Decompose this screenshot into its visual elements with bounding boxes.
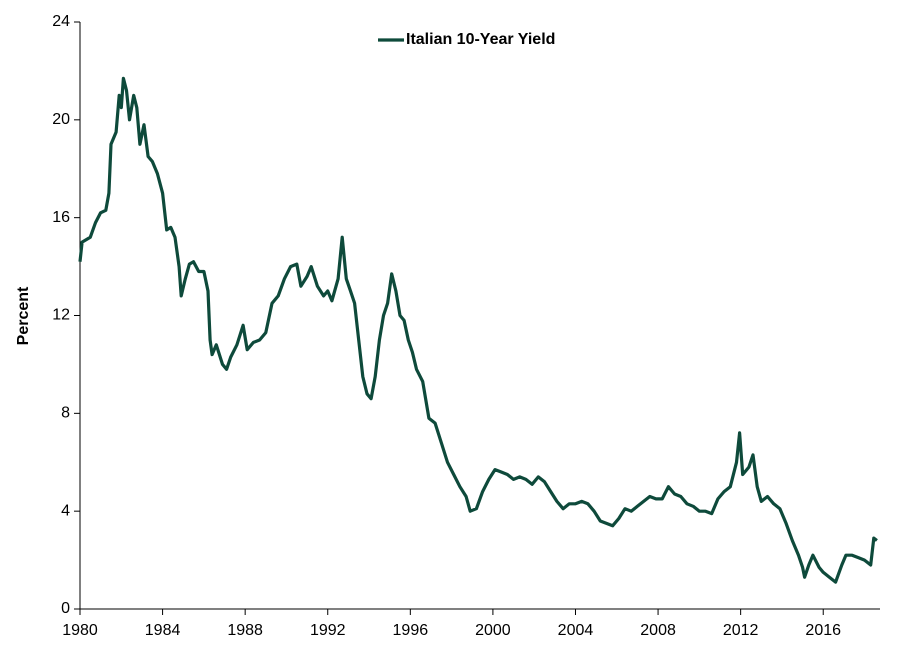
x-tick-label: 2000	[475, 622, 511, 639]
x-tick-label: 1980	[62, 622, 98, 639]
x-tick-label: 2016	[805, 622, 841, 639]
x-tick-label: 2004	[558, 622, 594, 639]
x-tick-label: 2008	[640, 622, 676, 639]
y-tick-label: 16	[52, 209, 70, 226]
y-tick-label: 4	[61, 502, 70, 519]
y-tick-label: 0	[61, 600, 70, 617]
y-tick-label: 12	[52, 307, 70, 324]
line-series	[78, 76, 878, 584]
x-tick-label: 1996	[393, 622, 429, 639]
x-tick-label: 1984	[145, 622, 181, 639]
y-tick-label: 20	[52, 111, 70, 128]
y-axis-label: Percent	[15, 286, 32, 345]
y-tick-label: 8	[61, 405, 70, 422]
x-tick-label: 1992	[310, 622, 346, 639]
y-tick-label: 24	[52, 13, 70, 30]
x-tick-label: 2012	[723, 622, 759, 639]
x-tick-label: 1988	[227, 622, 263, 639]
legend-label: Italian 10-Year Yield	[406, 31, 555, 48]
